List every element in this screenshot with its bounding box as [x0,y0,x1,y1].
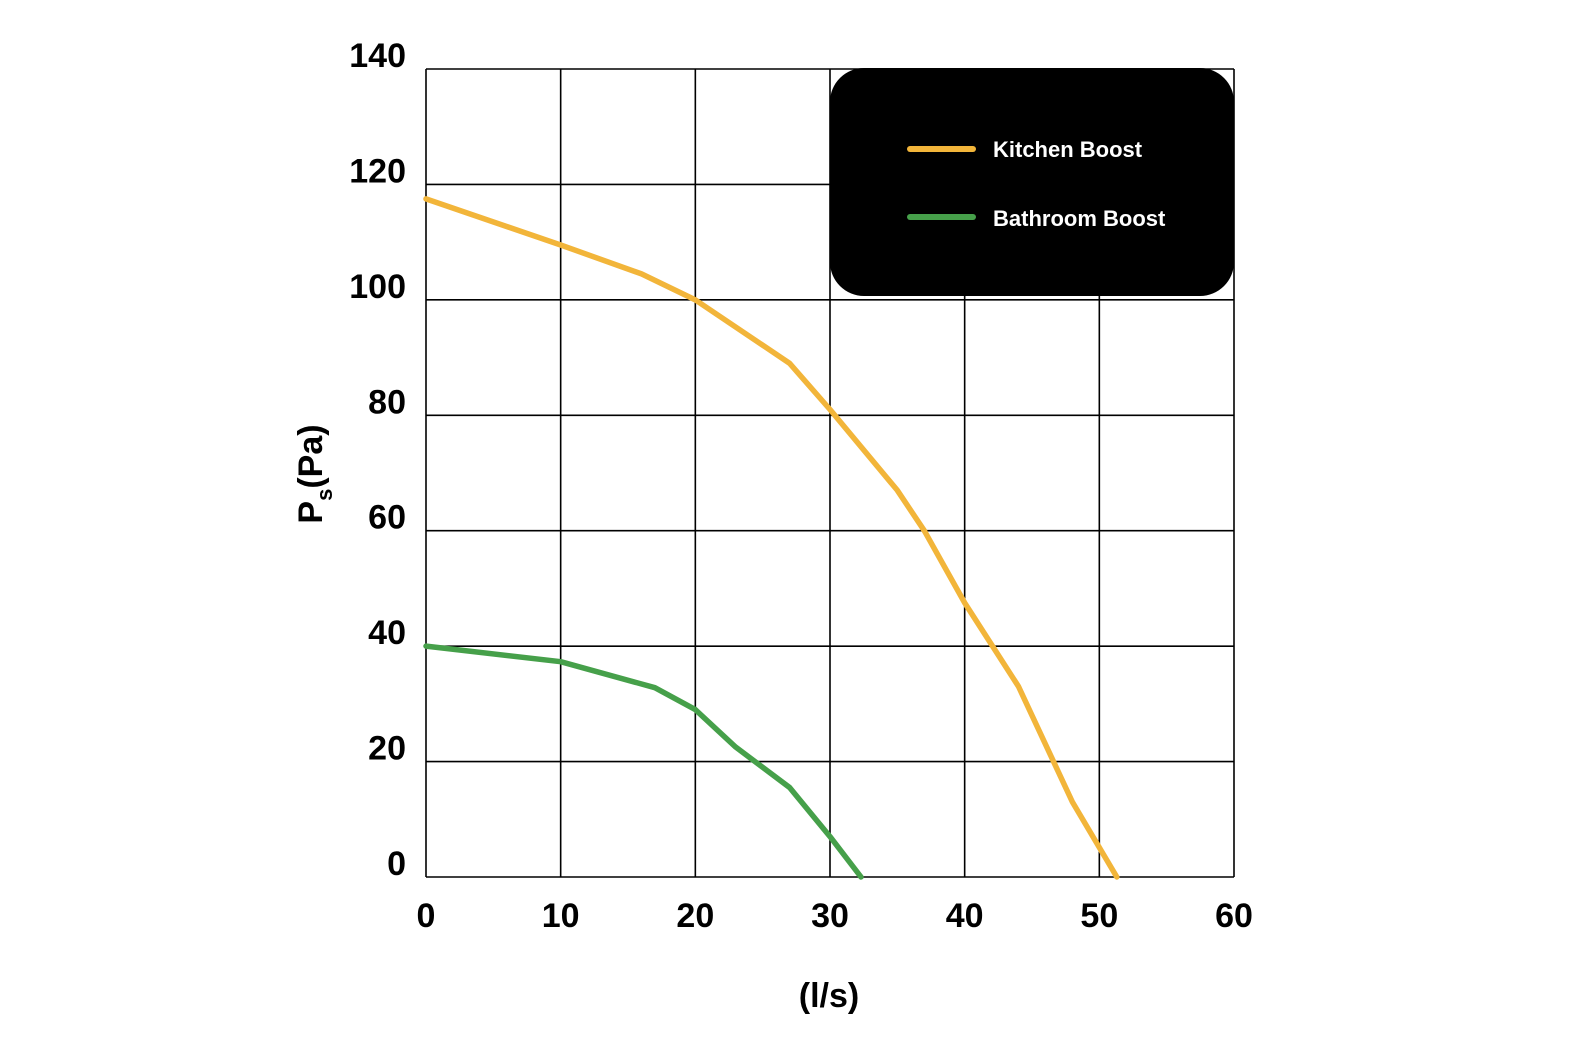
x-axis-title: (l/s) [799,977,859,1015]
legend-label-kitchen-boost: Kitchen Boost [993,137,1143,162]
svg-text:Ps(Pa): Ps(Pa) [292,424,337,523]
y-tick-label-0: 0 [387,845,406,883]
y-axis-title-unit: (Pa) [292,424,330,488]
y-axis-title-main: P [292,501,330,524]
x-tick-label-0: 0 [417,897,436,935]
y-axis-title: Ps(Pa) [292,424,337,523]
y-tick-label-120: 120 [349,152,406,190]
y-tick-label-40: 40 [368,614,406,652]
series-line-kitchen-boost [423,196,1120,880]
x-tick-label-60: 60 [1215,897,1253,935]
y-axis-title-subscript: s [312,489,337,501]
x-tick-label-20: 20 [676,897,714,935]
x-axis-ticks: 0 10 20 30 40 50 60 [417,897,1253,935]
x-tick-label-10: 10 [542,897,580,935]
series-line-bathroom-boost [423,643,864,880]
legend-label-bathroom-boost: Bathroom Boost [993,206,1166,231]
y-tick-label-60: 60 [368,499,406,537]
y-axis-ticks: 0 20 40 60 80 100 120 140 [349,37,406,883]
y-tick-label-100: 100 [349,268,406,306]
y-tick-label-20: 20 [368,730,406,768]
y-tick-label-140: 140 [349,37,406,75]
legend-box [830,68,1234,296]
series-lines [423,196,1120,880]
x-tick-label-40: 40 [946,897,984,935]
x-tick-label-50: 50 [1080,897,1118,935]
legend: Kitchen Boost Bathroom Boost [830,68,1234,296]
x-tick-label-30: 30 [811,897,849,935]
y-tick-label-80: 80 [368,383,406,421]
